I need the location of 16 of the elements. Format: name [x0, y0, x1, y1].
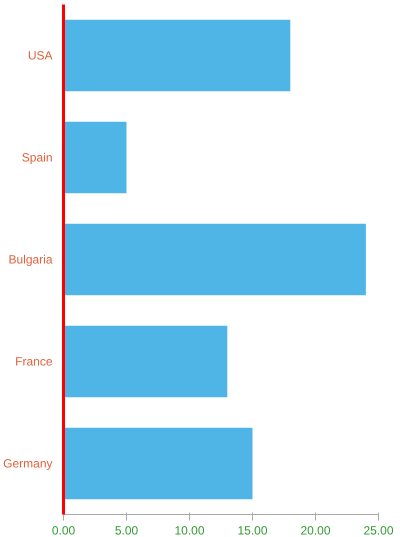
y-tick-label: Germany [3, 456, 53, 470]
bar [64, 122, 126, 194]
x-tick-label: 25.00 [363, 524, 394, 537]
x-tick-label: 5.00 [114, 524, 139, 537]
bar [64, 20, 290, 92]
y-tick-label: France [15, 354, 53, 368]
x-tick-label: 15.00 [237, 524, 268, 537]
y-tick-label: Spain [22, 150, 53, 164]
bar [64, 428, 252, 500]
x-tick-label: 0.00 [52, 524, 76, 537]
y-tick-label: Bulgaria [8, 252, 53, 266]
bar [64, 326, 228, 398]
y-tick-label: USA [28, 48, 53, 62]
bar [64, 224, 366, 296]
x-tick-label: 10.00 [174, 524, 205, 537]
x-tick-label: 20.00 [300, 524, 331, 537]
